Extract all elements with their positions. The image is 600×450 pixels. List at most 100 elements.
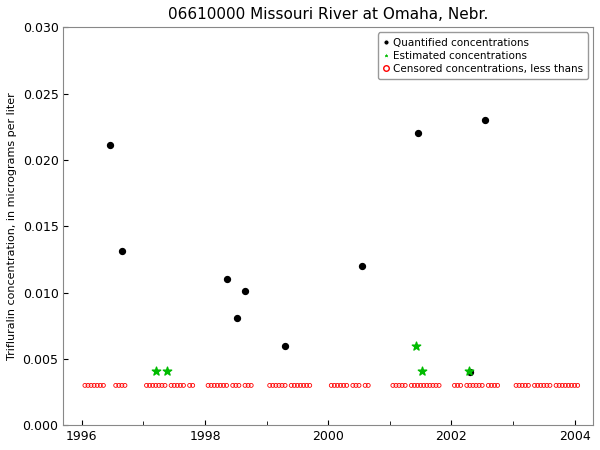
Y-axis label: Trifluralin concentration, in micrograms per liter: Trifluralin concentration, in micrograms… (7, 92, 17, 360)
Point (514, 382, 524, 389)
Point (247, 382, 256, 389)
Title: 06610000 Missouri River at Omaha, Nebr.: 06610000 Missouri River at Omaha, Nebr. (168, 7, 488, 22)
Point (162, 367, 172, 374)
Point (357, 262, 367, 270)
Point (417, 367, 427, 374)
Point (487, 382, 496, 389)
Point (570, 382, 580, 389)
Point (148, 382, 157, 389)
Point (117, 382, 127, 389)
Point (410, 382, 419, 389)
Point (465, 369, 475, 376)
Point (490, 382, 499, 389)
Point (484, 382, 493, 389)
Point (428, 382, 438, 389)
Point (536, 382, 545, 389)
Point (391, 382, 401, 389)
Point (465, 382, 475, 389)
Point (151, 367, 161, 374)
Point (524, 382, 533, 389)
Point (212, 382, 222, 389)
Point (566, 382, 576, 389)
Point (425, 382, 434, 389)
Point (92, 382, 102, 389)
Point (244, 382, 253, 389)
Point (434, 382, 444, 389)
Point (545, 382, 555, 389)
Point (464, 367, 473, 374)
Point (166, 382, 176, 389)
Point (364, 382, 373, 389)
Point (563, 382, 573, 389)
Point (98, 382, 108, 389)
Point (332, 382, 342, 389)
Point (573, 382, 583, 389)
Point (265, 382, 274, 389)
Point (431, 382, 441, 389)
Point (176, 382, 185, 389)
Point (511, 382, 521, 389)
Point (280, 382, 290, 389)
Point (407, 382, 416, 389)
Point (388, 382, 398, 389)
Point (228, 382, 238, 389)
Point (209, 382, 219, 389)
Point (397, 382, 407, 389)
Point (185, 382, 194, 389)
Point (481, 117, 490, 124)
Point (411, 342, 421, 349)
Point (188, 382, 197, 389)
Point (456, 382, 466, 389)
Point (105, 142, 115, 149)
Point (471, 382, 481, 389)
Point (326, 382, 336, 389)
Point (302, 382, 311, 389)
Point (222, 276, 232, 283)
Point (83, 382, 93, 389)
Point (215, 382, 225, 389)
Point (231, 382, 241, 389)
Point (361, 382, 370, 389)
Point (173, 382, 182, 389)
Point (305, 382, 314, 389)
Point (120, 382, 130, 389)
Point (240, 288, 250, 295)
Point (240, 382, 250, 389)
Point (157, 382, 167, 389)
Point (117, 248, 127, 255)
Point (413, 130, 422, 137)
Point (154, 382, 164, 389)
Point (336, 382, 346, 389)
Point (277, 382, 287, 389)
Point (179, 382, 188, 389)
Point (296, 382, 305, 389)
Point (286, 382, 296, 389)
Point (478, 382, 487, 389)
Point (551, 382, 561, 389)
Point (219, 382, 229, 389)
Point (222, 382, 232, 389)
Point (419, 382, 428, 389)
Point (95, 382, 105, 389)
Point (554, 382, 564, 389)
Point (329, 382, 339, 389)
Point (271, 382, 281, 389)
Point (339, 382, 349, 389)
Point (293, 382, 302, 389)
Point (493, 382, 502, 389)
Point (542, 382, 551, 389)
Point (206, 382, 216, 389)
Point (468, 382, 478, 389)
Point (413, 382, 422, 389)
Legend: Quantified concentrations, Estimated concentrations, Censored concentrations, le: Quantified concentrations, Estimated con… (378, 32, 588, 79)
Point (521, 382, 530, 389)
Point (169, 382, 179, 389)
Point (416, 382, 425, 389)
Point (232, 314, 242, 321)
Point (354, 382, 364, 389)
Point (475, 382, 484, 389)
Point (348, 382, 358, 389)
Point (86, 382, 96, 389)
Point (111, 382, 121, 389)
Point (533, 382, 542, 389)
